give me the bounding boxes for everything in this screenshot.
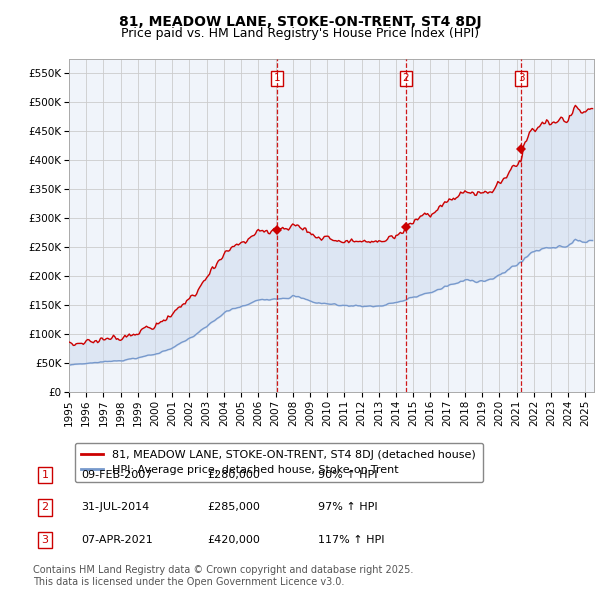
Text: 07-APR-2021: 07-APR-2021 <box>81 535 153 545</box>
Text: 1: 1 <box>41 470 49 480</box>
Text: 117% ↑ HPI: 117% ↑ HPI <box>318 535 385 545</box>
Legend: 81, MEADOW LANE, STOKE-ON-TRENT, ST4 8DJ (detached house), HPI: Average price, d: 81, MEADOW LANE, STOKE-ON-TRENT, ST4 8DJ… <box>74 443 483 482</box>
Text: 3: 3 <box>41 535 49 545</box>
Text: £280,000: £280,000 <box>207 470 260 480</box>
Text: £285,000: £285,000 <box>207 503 260 512</box>
Text: 09-FEB-2007: 09-FEB-2007 <box>81 470 152 480</box>
Text: 2: 2 <box>403 74 409 84</box>
Text: £420,000: £420,000 <box>207 535 260 545</box>
Text: Price paid vs. HM Land Registry's House Price Index (HPI): Price paid vs. HM Land Registry's House … <box>121 27 479 40</box>
Text: Contains HM Land Registry data © Crown copyright and database right 2025.
This d: Contains HM Land Registry data © Crown c… <box>33 565 413 587</box>
Text: 97% ↑ HPI: 97% ↑ HPI <box>318 503 377 512</box>
Text: 81, MEADOW LANE, STOKE-ON-TRENT, ST4 8DJ: 81, MEADOW LANE, STOKE-ON-TRENT, ST4 8DJ <box>119 15 481 30</box>
Text: 1: 1 <box>274 74 281 84</box>
Text: 90% ↑ HPI: 90% ↑ HPI <box>318 470 377 480</box>
Text: 31-JUL-2014: 31-JUL-2014 <box>81 503 149 512</box>
Text: 2: 2 <box>41 503 49 512</box>
Text: 3: 3 <box>518 74 524 84</box>
